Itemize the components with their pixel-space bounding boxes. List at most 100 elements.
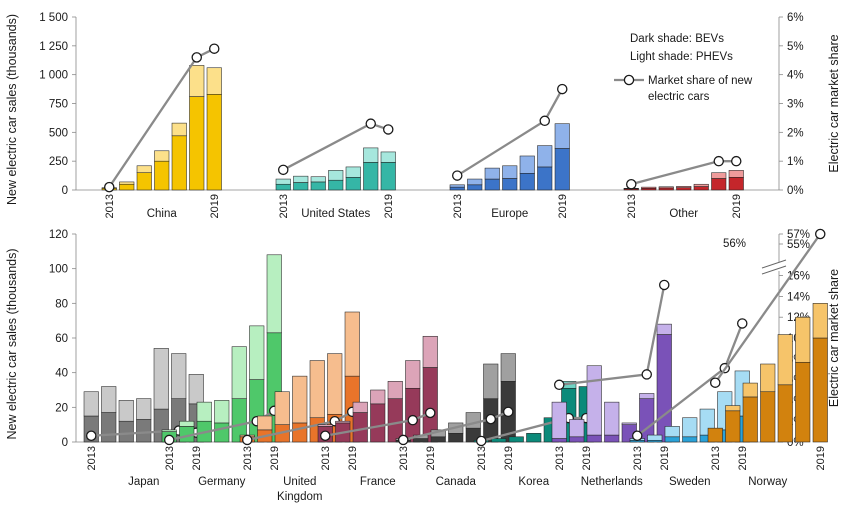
year-label-start: 2013 (626, 194, 638, 218)
category-label: Other (669, 208, 698, 220)
y2-tick-label: 14% (787, 291, 810, 303)
share-marker (208, 43, 220, 54)
y2-axis-title: Electric car market share (827, 269, 841, 407)
bar-phev (777, 334, 793, 386)
group-japan: 2013 2019 Japan (83, 348, 204, 488)
y2-tick-label: 3% (787, 99, 804, 111)
bar-bev (777, 384, 793, 443)
y2-tick-label: 0% (787, 185, 804, 197)
bar-phev (519, 155, 535, 174)
bar-bev (554, 148, 570, 191)
bar-phev (317, 424, 333, 427)
bottom-panel: 0204060801001200%2%4%6%8%10%12%14%16%55%… (5, 228, 841, 503)
share-marker (815, 228, 826, 240)
share-marker (241, 434, 253, 446)
bar-phev (119, 181, 135, 185)
bar-bev (711, 178, 727, 191)
bar-phev (328, 170, 344, 181)
share-marker (737, 318, 748, 329)
bar-phev (206, 67, 222, 95)
bar-phev (154, 150, 170, 162)
bar-phev (335, 420, 351, 424)
legend-line-label: Market share of new (648, 75, 753, 87)
bar-phev (370, 389, 386, 405)
share-marker (557, 83, 568, 95)
year-label-start: 2013 (452, 194, 464, 218)
bar-phev (658, 186, 674, 189)
bar-phev (586, 365, 602, 436)
share-marker (86, 430, 97, 442)
share-marker (731, 155, 742, 167)
bar-bev (118, 420, 134, 443)
share-marker (397, 434, 409, 446)
share-marker (641, 369, 653, 380)
share-marker (659, 279, 670, 291)
bar-bev (693, 186, 709, 191)
category-label: Netherlands (581, 476, 643, 488)
bar-phev (656, 323, 672, 335)
year-label-start: 2013 (164, 446, 176, 470)
bar-bev (363, 162, 379, 191)
bar-bev (345, 177, 361, 191)
bar-bev (448, 433, 464, 443)
bar-phev (266, 254, 282, 334)
year-label-start: 2013 (104, 194, 116, 218)
bar-phev (728, 170, 744, 178)
bar-phev (465, 412, 481, 429)
y-tick-label: 120 (49, 229, 68, 241)
bar-bev (101, 412, 117, 443)
bar-phev (500, 353, 516, 382)
y-axis-title: New electric car sales (thousands) (5, 248, 19, 439)
bar-bev (676, 187, 692, 191)
year-label-end: 2019 (425, 446, 437, 470)
year-label-end: 2019 (191, 446, 203, 470)
y-tick-label: 1 500 (39, 12, 68, 24)
bar-phev (189, 65, 205, 97)
bar-bev (467, 184, 483, 191)
bar-bev (551, 438, 567, 443)
bar-bev (352, 412, 368, 443)
y2-axis-title: Electric car market share (827, 34, 841, 172)
bar-phev (136, 165, 152, 173)
group-netherlands: 2013 2019 Netherlands (551, 279, 672, 488)
bar-bev (519, 173, 535, 191)
share-line (714, 233, 822, 384)
bar-bev (795, 361, 811, 443)
group-other: 2013 2019 Other (623, 155, 744, 220)
year-label-start: 2013 (710, 446, 722, 470)
bar-phev (537, 145, 553, 168)
share-marker (539, 115, 551, 127)
share-marker (191, 52, 202, 63)
category-label: Norway (748, 476, 787, 488)
bar-phev (118, 400, 134, 422)
y2-tick-label: 57% (787, 229, 810, 241)
bar-bev (154, 160, 170, 191)
category-label: United (283, 476, 316, 488)
bar-bev (136, 172, 152, 191)
bar-phev (214, 400, 230, 424)
year-label-end: 2019 (581, 446, 593, 470)
legend-dark-shade: Dark shade: BEVs (630, 33, 724, 45)
year-label-start: 2013 (242, 446, 254, 470)
bar-bev (171, 135, 187, 191)
share-marker (365, 118, 376, 129)
year-label-start: 2013 (86, 446, 98, 470)
share-annotation-56-percent: 56% (723, 238, 746, 250)
bar-bev (206, 93, 222, 191)
bar-phev (711, 172, 727, 179)
y2-tick-label: 1% (787, 156, 804, 168)
year-label-start: 2013 (278, 194, 290, 218)
bar-bev (569, 436, 585, 443)
category-label: Europe (491, 208, 528, 220)
bar-phev (569, 419, 585, 438)
share-marker (475, 435, 487, 447)
category-label: Kingdom (277, 491, 322, 503)
legend: Dark shade: BEVs Light shade: PHEVs Market… (614, 33, 753, 103)
bar-bev (604, 434, 620, 443)
bar-phev (484, 167, 500, 180)
bar-phev (275, 178, 291, 185)
share-marker (163, 434, 175, 446)
y-tick-label: 0 (62, 185, 68, 197)
y-tick-label: 60 (55, 333, 68, 345)
